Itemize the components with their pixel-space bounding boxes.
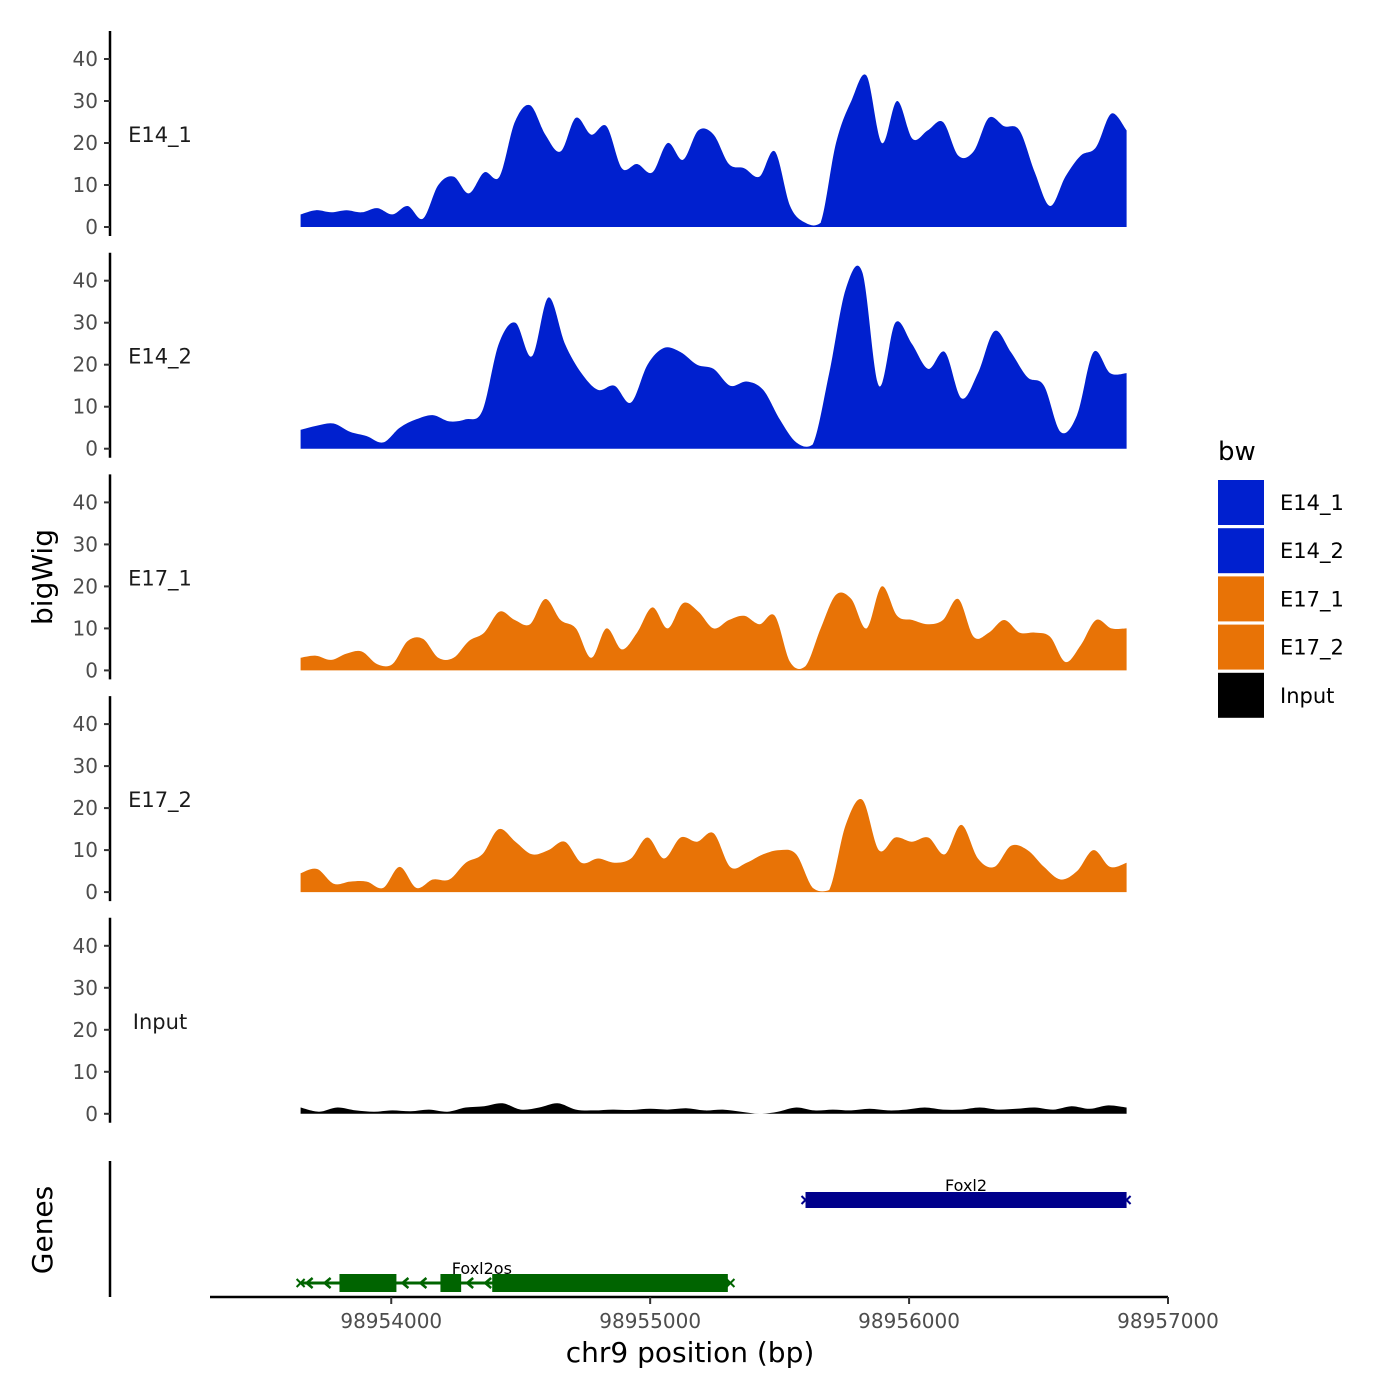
y-tick-label: 0 [85,437,98,461]
y-tick-label: 30 [73,89,98,113]
gene-exon [440,1274,462,1292]
gene-end-cap [725,1278,736,1288]
x-tick-label: 98956000 [858,1309,960,1333]
signal-area-E17_2 [300,798,1127,893]
y-tick-label: 30 [73,311,98,335]
gene-exon [492,1274,728,1292]
legend-swatch-E14_1 [1218,480,1264,525]
gene-end-cap [1121,1195,1132,1205]
legend-swatch-E14_2 [1218,528,1264,574]
x-axis: 98954000 98955000 98956000 98957000 [210,1295,1219,1333]
gene-Foxl2: Foxl2 [800,1176,1132,1208]
y-tick-label: 40 [73,269,98,293]
y-tick-label: 40 [73,712,98,736]
strand-arrow [322,1277,332,1289]
y-tick-label: 30 [73,754,98,778]
signal-area-E14_2 [300,265,1127,449]
track-panel-E14_2: 0 10 20 30 40 E14_2 [73,252,1127,461]
legend-swatch-E17_1 [1218,576,1264,622]
strand-arrow [465,1277,474,1289]
strand-arrow [418,1277,428,1289]
track-panel-E14_1: 0 10 20 30 40 E14_1 [73,31,1127,239]
legend-label-E17_2: E17_2 [1280,636,1344,661]
y-tick-label: 40 [73,490,98,514]
y-tick-label: 10 [73,616,98,640]
panel-label: E17_2 [128,788,192,813]
x-tick-label: 98957000 [1117,1309,1219,1333]
strand-arrow [483,1277,492,1289]
y-tick-label: 0 [85,215,98,239]
y-tick-label: 10 [73,173,98,197]
y-tick-label: 20 [73,1018,98,1042]
track-panel-Input: 0 10 20 30 40 Input [73,917,1127,1126]
signal-area-Input [300,1103,1127,1114]
y-tick-label: 40 [73,934,98,958]
x-tick-label: 98954000 [340,1309,442,1333]
y-tick-label: 10 [73,395,98,419]
y-tick-label: 0 [85,880,98,904]
panel-label: Input [133,1010,187,1034]
y-axis-title: bigWig [26,529,59,625]
y-tick-label: 20 [73,131,98,155]
x-axis-title: chr9 position (bp) [566,1336,815,1369]
gene-label: Foxl2 [945,1176,987,1195]
gene-track: Foxl2 Foxl2os [108,1161,1132,1297]
panel-label: E14_1 [128,123,192,148]
y-tick-label: 30 [73,976,98,1000]
y-tick-label: 20 [73,796,98,820]
legend-label-E17_1: E17_1 [1280,587,1344,612]
legend-label-Input: Input [1280,684,1334,708]
genes-axis-title: Genes [26,1186,59,1274]
y-tick-label: 20 [73,353,98,377]
y-tick-label: 40 [73,47,98,71]
x-tick-label: 98955000 [599,1309,701,1333]
legend: bw E14_1 E14_2 E17_1 E17_2 Input [1218,437,1344,718]
legend-label-E14_1: E14_1 [1280,491,1344,516]
track-panel-E17_1: 0 10 20 30 40 E17_1 [73,474,1127,682]
y-tick-label: 30 [73,532,98,556]
y-tick-label: 10 [73,1060,98,1084]
y-tick-label: 20 [73,574,98,598]
panel-label: E17_1 [128,566,192,591]
signal-area-E14_1 [300,74,1127,227]
panel-label: E14_2 [128,345,192,370]
strand-arrow [400,1277,410,1289]
track-panels: 0 10 20 30 40 E14_1 0 10 20 30 40 E14_2 0 10 20 30 40 E17… [73,31,1127,1126]
signal-area-E17_1 [300,586,1127,671]
y-tick-label: 0 [85,1102,98,1126]
y-tick-label: 0 [85,658,98,682]
legend-title: bw [1218,437,1256,467]
gene-end-cap [295,1278,306,1288]
gene-exon [339,1274,397,1292]
legend-swatch-Input [1218,672,1264,718]
gene-label: Foxl2os [452,1259,512,1278]
y-tick-label: 10 [73,838,98,862]
legend-swatch-E17_2 [1218,624,1264,670]
gene-Foxl2os: Foxl2os [295,1259,736,1292]
legend-label-E14_2: E14_2 [1280,539,1344,564]
track-panel-E17_2: 0 10 20 30 40 E17_2 [73,696,1127,904]
gene-exon [805,1192,1127,1208]
strand-arrow [304,1277,314,1289]
gene-end-cap [800,1195,811,1205]
